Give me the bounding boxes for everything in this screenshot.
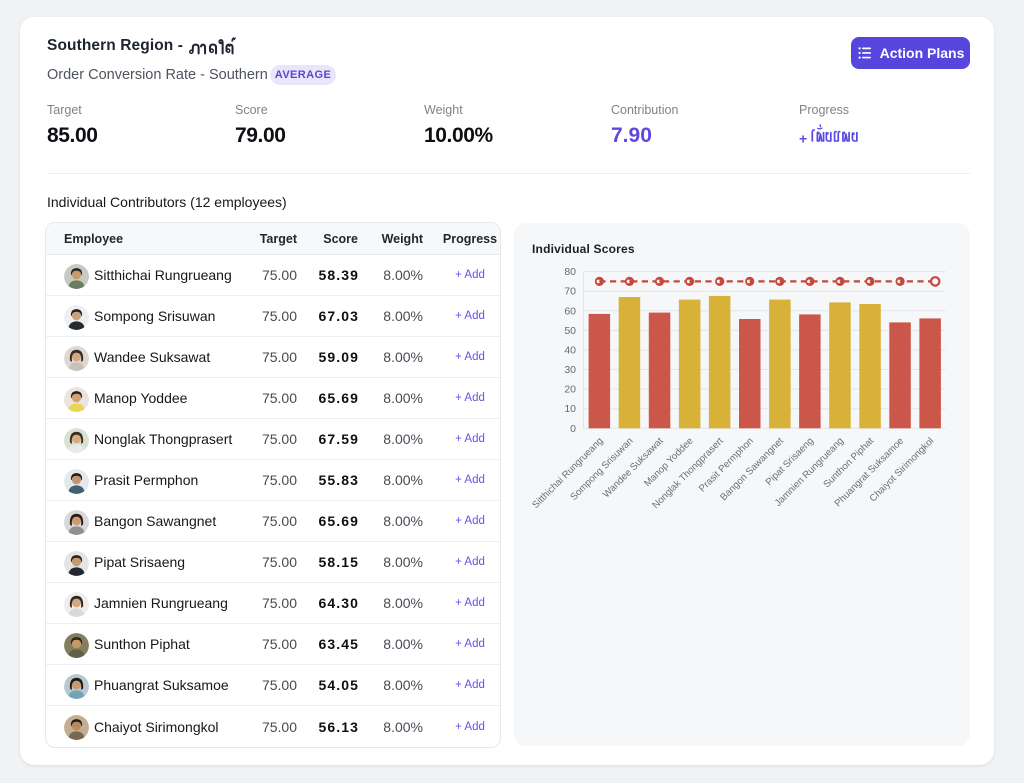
svg-text:0: 0 (570, 423, 576, 435)
svg-text:70: 70 (564, 286, 576, 298)
svg-text:50: 50 (564, 325, 576, 337)
svg-text:Prasit Permphon: Prasit Permphon (697, 436, 756, 495)
svg-text:30: 30 (564, 364, 576, 376)
svg-text:20: 20 (564, 384, 576, 396)
svg-text:40: 40 (564, 345, 576, 357)
svg-text:80: 80 (564, 266, 576, 278)
svg-text:60: 60 (564, 305, 576, 317)
svg-text:10: 10 (564, 403, 576, 415)
